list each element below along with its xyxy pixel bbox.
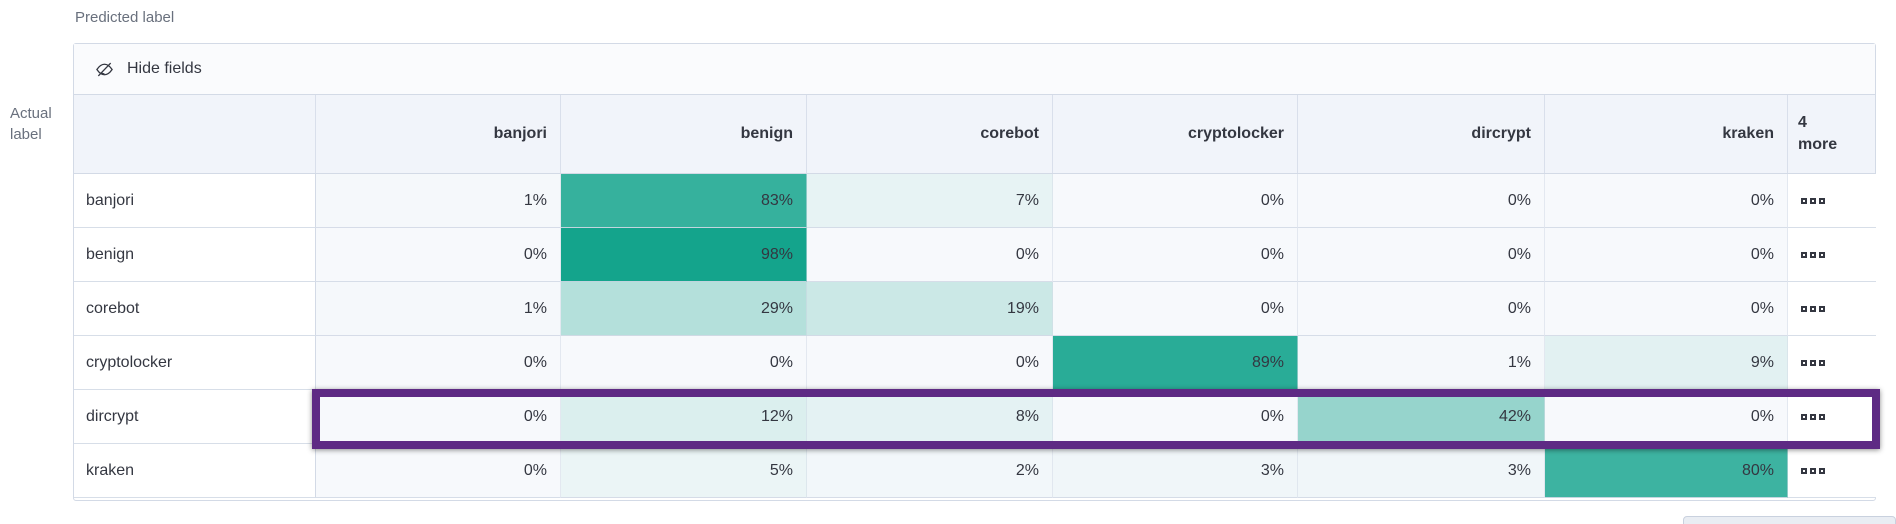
matrix-row-kraken: kraken 0% 5% 2% 3% 3% 80% [74, 444, 1876, 498]
bottom-right-partial-panel [1683, 516, 1896, 524]
row-label-banjori: banjori [74, 174, 316, 228]
axis-label-predicted: Predicted label [75, 9, 175, 26]
column-header-cryptolocker[interactable]: cryptolocker [1053, 95, 1298, 173]
more-values-cell-benign [1788, 228, 1876, 282]
hide-fields-button[interactable]: Hide fields [74, 44, 1875, 95]
row-label-dircrypt: dircrypt [74, 390, 316, 444]
column-header-dircrypt[interactable]: dircrypt [1298, 95, 1545, 173]
column-header-benign[interactable]: benign [561, 95, 807, 173]
confusion-matrix-grid: Hide fields banjori benign corebot cryptolo… [73, 43, 1880, 501]
cell-corebot-benign[interactable]: 29% [561, 282, 807, 336]
cell-kraken-dircrypt[interactable]: 3% [1298, 444, 1545, 498]
cell-banjori-dircrypt[interactable]: 0% [1298, 174, 1545, 228]
more-values-cell-kraken [1788, 444, 1876, 498]
boxes-horizontal-icon [1810, 197, 1816, 204]
cell-banjori-banjori[interactable]: 1% [316, 174, 561, 228]
cell-dircrypt-benign[interactable]: 12% [561, 390, 807, 444]
boxes-horizontal-icon [1801, 251, 1807, 258]
cell-kraken-corebot[interactable]: 2% [807, 444, 1053, 498]
boxes-horizontal-icon [1819, 305, 1825, 312]
more-column-label: 4 more [1798, 114, 1838, 153]
boxes-horizontal-icon [1810, 305, 1816, 312]
boxes-horizontal-icon [1810, 467, 1816, 474]
cell-benign-kraken[interactable]: 0% [1545, 228, 1788, 282]
cell-corebot-corebot[interactable]: 19% [807, 282, 1053, 336]
cell-benign-cryptolocker[interactable]: 0% [1053, 228, 1298, 282]
row-label-cryptolocker: cryptolocker [74, 336, 316, 390]
cell-dircrypt-banjori[interactable]: 0% [316, 390, 561, 444]
matrix-row-benign: benign 0% 98% 0% 0% 0% 0% [74, 228, 1876, 282]
column-header-more[interactable]: 4 more [1788, 95, 1876, 173]
matrix-header-row: banjori benign corebot cryptolocker dircrypt… [74, 95, 1875, 174]
matrix-row-banjori: banjori 1% 83% 7% 0% 0% 0% [74, 174, 1876, 228]
axis-label-actual: Actual label [10, 103, 66, 145]
cell-corebot-kraken[interactable]: 0% [1545, 282, 1788, 336]
boxes-horizontal-icon [1810, 359, 1816, 366]
cell-cryptolocker-cryptolocker[interactable]: 89% [1053, 336, 1298, 390]
eye-closed-icon [96, 62, 113, 76]
boxes-horizontal-icon [1819, 197, 1825, 204]
boxes-horizontal-icon [1801, 305, 1807, 312]
more-values-cell-banjori [1788, 174, 1876, 228]
boxes-horizontal-icon [1801, 359, 1807, 366]
cell-cryptolocker-dircrypt[interactable]: 1% [1298, 336, 1545, 390]
cell-banjori-corebot[interactable]: 7% [807, 174, 1053, 228]
cell-kraken-banjori[interactable]: 0% [316, 444, 561, 498]
cell-corebot-banjori[interactable]: 1% [316, 282, 561, 336]
boxes-horizontal-icon [1810, 413, 1816, 420]
boxes-horizontal-icon [1819, 359, 1825, 366]
boxes-horizontal-icon [1810, 251, 1816, 258]
cell-kraken-cryptolocker[interactable]: 3% [1053, 444, 1298, 498]
axis-label-actual-line1: Actual [10, 105, 52, 122]
cell-banjori-cryptolocker[interactable]: 0% [1053, 174, 1298, 228]
cell-kraken-benign[interactable]: 5% [561, 444, 807, 498]
cell-corebot-dircrypt[interactable]: 0% [1298, 282, 1545, 336]
cell-cryptolocker-kraken[interactable]: 9% [1545, 336, 1788, 390]
row-label-benign: benign [74, 228, 316, 282]
cell-cryptolocker-banjori[interactable]: 0% [316, 336, 561, 390]
hide-fields-label: Hide fields [127, 60, 202, 77]
cell-cryptolocker-corebot[interactable]: 0% [807, 336, 1053, 390]
cell-dircrypt-dircrypt[interactable]: 42% [1298, 390, 1545, 444]
cell-benign-benign[interactable]: 98% [561, 228, 807, 282]
column-header-kraken[interactable]: kraken [1545, 95, 1788, 173]
boxes-horizontal-icon [1801, 413, 1807, 420]
axis-label-actual-line2: label [10, 126, 42, 143]
row-label-corebot: corebot [74, 282, 316, 336]
boxes-horizontal-icon [1819, 251, 1825, 258]
boxes-horizontal-icon [1819, 467, 1825, 474]
more-values-cell-dircrypt [1788, 390, 1876, 444]
cell-dircrypt-corebot[interactable]: 8% [807, 390, 1053, 444]
cell-cryptolocker-benign[interactable]: 0% [561, 336, 807, 390]
boxes-horizontal-icon [1819, 413, 1825, 420]
cell-banjori-kraken[interactable]: 0% [1545, 174, 1788, 228]
column-header-corner [74, 95, 316, 173]
cell-benign-corebot[interactable]: 0% [807, 228, 1053, 282]
boxes-horizontal-icon [1801, 197, 1807, 204]
more-values-cell-cryptolocker [1788, 336, 1876, 390]
matrix-body: banjori 1% 83% 7% 0% 0% 0% benign 0% 98% 0% 0% 0% 0% c… [74, 174, 1876, 498]
cell-benign-banjori[interactable]: 0% [316, 228, 561, 282]
cell-kraken-kraken[interactable]: 80% [1545, 444, 1788, 498]
matrix-row-corebot: corebot 1% 29% 19% 0% 0% 0% [74, 282, 1876, 336]
column-header-banjori[interactable]: banjori [316, 95, 561, 173]
row-label-kraken: kraken [74, 444, 316, 498]
cell-benign-dircrypt[interactable]: 0% [1298, 228, 1545, 282]
matrix-row-cryptolocker: cryptolocker 0% 0% 0% 89% 1% 9% [74, 336, 1876, 390]
boxes-horizontal-icon [1801, 467, 1807, 474]
cell-corebot-cryptolocker[interactable]: 0% [1053, 282, 1298, 336]
cell-dircrypt-cryptolocker[interactable]: 0% [1053, 390, 1298, 444]
matrix-row-dircrypt: dircrypt 0% 12% 8% 0% 42% 0% [74, 390, 1876, 444]
cell-banjori-benign[interactable]: 83% [561, 174, 807, 228]
column-header-corebot[interactable]: corebot [807, 95, 1053, 173]
more-values-cell-corebot [1788, 282, 1876, 336]
cell-dircrypt-kraken[interactable]: 0% [1545, 390, 1788, 444]
